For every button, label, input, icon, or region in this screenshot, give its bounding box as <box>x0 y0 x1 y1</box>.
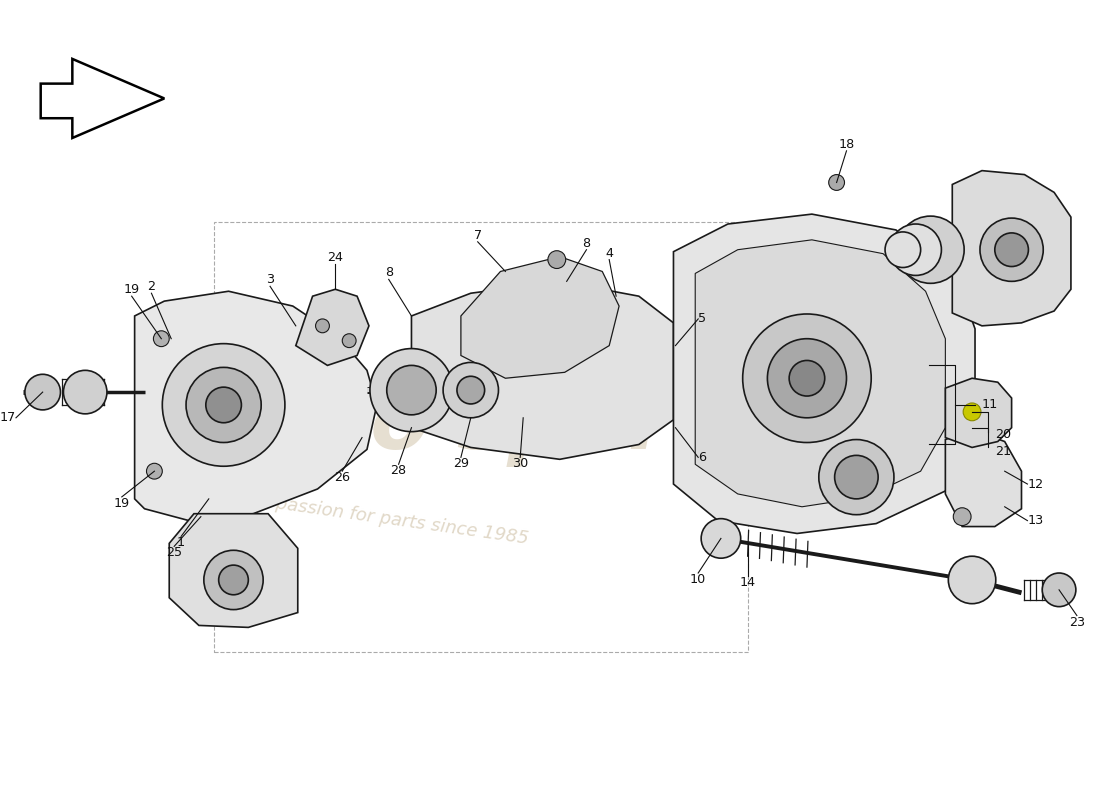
Circle shape <box>835 455 878 499</box>
Text: 1: 1 <box>177 537 185 550</box>
Text: 17: 17 <box>0 411 16 424</box>
Circle shape <box>948 556 996 604</box>
Polygon shape <box>41 59 164 138</box>
Circle shape <box>163 344 285 466</box>
Text: 25: 25 <box>166 546 183 559</box>
Text: 7: 7 <box>474 229 482 242</box>
Circle shape <box>828 174 845 190</box>
Text: 18: 18 <box>838 138 855 151</box>
Circle shape <box>456 376 485 404</box>
Polygon shape <box>461 257 619 378</box>
Text: 5: 5 <box>698 313 706 326</box>
Circle shape <box>153 330 169 346</box>
Circle shape <box>370 349 453 432</box>
Polygon shape <box>953 170 1071 326</box>
Text: 14: 14 <box>739 576 756 589</box>
Text: 11: 11 <box>982 398 998 411</box>
Polygon shape <box>673 214 975 534</box>
Text: 2: 2 <box>147 280 155 294</box>
Text: 8: 8 <box>385 266 393 279</box>
Text: 19: 19 <box>113 497 130 510</box>
Text: 19: 19 <box>123 283 140 296</box>
Text: 13: 13 <box>1027 514 1044 527</box>
Circle shape <box>886 232 921 267</box>
Text: s: s <box>752 385 804 467</box>
Circle shape <box>964 403 981 421</box>
Text: 3: 3 <box>266 274 274 286</box>
Circle shape <box>204 550 263 610</box>
Circle shape <box>742 314 871 442</box>
Text: 24: 24 <box>328 250 343 263</box>
Text: 28: 28 <box>390 464 407 478</box>
Circle shape <box>25 374 60 410</box>
Circle shape <box>64 370 107 414</box>
Polygon shape <box>169 514 298 627</box>
Circle shape <box>890 224 942 275</box>
Text: 6: 6 <box>698 451 706 464</box>
Text: 21: 21 <box>994 445 1011 458</box>
Polygon shape <box>134 291 377 521</box>
Polygon shape <box>945 378 1012 447</box>
Circle shape <box>548 250 565 269</box>
Text: 29: 29 <box>453 458 469 470</box>
Circle shape <box>206 387 241 422</box>
Text: 10: 10 <box>690 573 706 586</box>
Polygon shape <box>695 240 945 506</box>
Circle shape <box>186 367 261 442</box>
Text: euro: euro <box>209 385 430 467</box>
Circle shape <box>1043 573 1076 606</box>
Circle shape <box>789 361 825 396</box>
Text: 8: 8 <box>582 237 591 250</box>
Circle shape <box>316 319 329 333</box>
Text: 20: 20 <box>994 428 1011 441</box>
Circle shape <box>219 565 249 594</box>
Circle shape <box>342 334 356 347</box>
Circle shape <box>146 463 163 479</box>
Circle shape <box>387 366 437 415</box>
Circle shape <box>443 362 498 418</box>
Text: 26: 26 <box>334 471 350 484</box>
Circle shape <box>818 439 894 514</box>
Polygon shape <box>945 430 1022 526</box>
Circle shape <box>994 233 1028 266</box>
Text: 23: 23 <box>1069 615 1085 629</box>
Bar <box>213 222 748 652</box>
Text: 12: 12 <box>1027 478 1044 490</box>
Circle shape <box>980 218 1043 282</box>
Circle shape <box>896 216 964 283</box>
Text: 30: 30 <box>513 458 528 470</box>
Text: a passion for parts since 1985: a passion for parts since 1985 <box>258 492 530 547</box>
Text: sport: sport <box>456 385 712 467</box>
Circle shape <box>768 338 847 418</box>
Polygon shape <box>411 282 673 459</box>
Polygon shape <box>296 290 369 366</box>
Circle shape <box>954 508 971 526</box>
Text: 4: 4 <box>605 246 613 260</box>
Circle shape <box>701 518 740 558</box>
